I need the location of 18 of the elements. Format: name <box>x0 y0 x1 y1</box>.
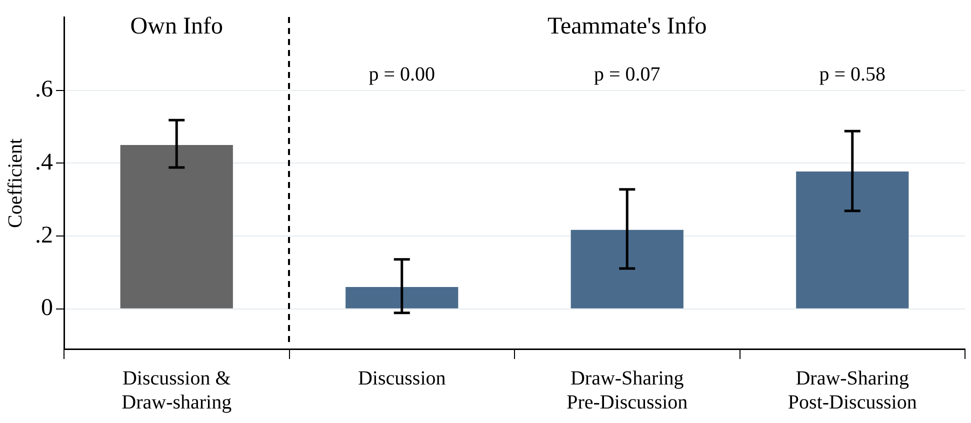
annotation: p = 0.58 <box>819 64 886 86</box>
x-tick-label: Draw-Sharing Post-Discussion <box>788 367 917 414</box>
y-tick-label: .2 <box>35 222 53 248</box>
y-axis-title: Coefficient <box>4 138 26 228</box>
annotation: Teammate's Info <box>548 14 707 40</box>
y-tick-label: 0 <box>41 295 53 322</box>
annotation: p = 0.07 <box>594 64 660 86</box>
y-tick-label: .4 <box>35 149 53 176</box>
x-tick-label: Discussion & Draw-sharing <box>122 367 232 414</box>
y-tick-label: .6 <box>35 76 53 103</box>
x-tick-label: Draw-Sharing Pre-Discussion <box>566 367 688 414</box>
bar <box>120 144 233 308</box>
x-tick-label: Discussion <box>358 367 446 390</box>
bar <box>796 172 909 308</box>
annotation: p = 0.00 <box>368 64 436 86</box>
bar <box>346 287 458 308</box>
annotation: Own Info <box>130 14 223 40</box>
bar <box>570 230 684 308</box>
